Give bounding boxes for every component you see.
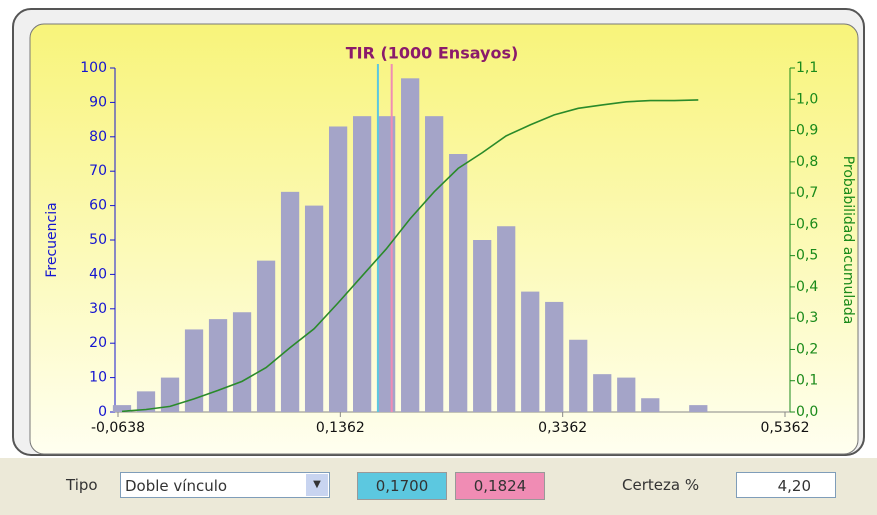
- y2-tick-label: 0,8: [796, 154, 818, 170]
- y-tick-label: 40: [89, 266, 107, 282]
- y2-tick-label: 0,0: [796, 404, 818, 420]
- histogram-bar: [545, 301, 564, 412]
- type-label: Tipo: [66, 476, 98, 494]
- chart-area: TIR (1000 Ensayos) Frecuencia Probabilid…: [0, 0, 877, 458]
- plot-panel: [29, 23, 859, 455]
- histogram-bar: [569, 339, 588, 412]
- histogram-bar: [328, 126, 348, 412]
- y2-axis-title: Probabilidad acumulada: [840, 156, 856, 325]
- y-axis-title: Frecuencia: [44, 202, 60, 277]
- y-tick-label: 100: [80, 60, 107, 76]
- histogram-bar: [352, 116, 372, 412]
- chart: TIR (1000 Ensayos) Frecuencia Probabilid…: [12, 8, 865, 456]
- x-tick-label: 0,5362: [761, 420, 810, 436]
- dropdown-arrow[interactable]: ▼: [306, 474, 328, 496]
- histogram-bar: [401, 78, 420, 412]
- histogram-bar: [521, 291, 540, 412]
- chart-title: TIR (1000 Ensayos): [346, 44, 519, 63]
- y2-tick-label: 0,4: [796, 279, 818, 295]
- type-select[interactable]: Doble vínculo ▼: [120, 472, 330, 498]
- y-tick-label: 90: [89, 94, 107, 110]
- y2-tick-label: 0,9: [796, 123, 818, 139]
- certainty-input[interactable]: 4,20: [736, 472, 836, 498]
- y-tick-label: 60: [89, 198, 107, 214]
- histogram-bar: [425, 116, 444, 412]
- histogram-bar: [184, 329, 204, 412]
- y-tick-label: 20: [89, 335, 107, 351]
- x-tick-label: 0,1362: [316, 420, 365, 436]
- y-tick-label: 30: [89, 301, 107, 317]
- certainty-label: Certeza %: [622, 476, 700, 494]
- y-tick-label: 0: [98, 404, 107, 420]
- y2-tick-label: 0,3: [796, 310, 818, 326]
- y2-tick-label: 0,7: [796, 185, 818, 201]
- histogram-bar: [160, 377, 180, 412]
- y2-tick-label: 1,0: [796, 91, 818, 107]
- cumulative-line: [121, 99, 699, 413]
- y-tick-label: 10: [89, 370, 107, 386]
- histogram-bar: [280, 191, 300, 412]
- mean-value-box[interactable]: 0,1824: [455, 472, 545, 500]
- y2-tick-label: 0,1: [796, 373, 818, 389]
- histogram-bar: [256, 260, 276, 412]
- y-tick-label: 80: [89, 129, 107, 145]
- x-tick-label: -0,0638: [91, 420, 145, 436]
- y2-tick-label: 0,5: [796, 248, 818, 264]
- histogram-bar: [593, 374, 612, 412]
- x-tick-label: 0,3362: [538, 420, 587, 436]
- y2-tick-label: 0,2: [796, 341, 818, 357]
- histogram-bar: [208, 319, 228, 412]
- type-value: Doble vínculo: [125, 477, 228, 495]
- y-tick-label: 50: [89, 232, 107, 248]
- histogram-bar: [497, 226, 516, 412]
- histogram-bar: [304, 205, 324, 412]
- histogram-bar: [449, 154, 468, 412]
- y2-tick-label: 0,6: [796, 216, 818, 232]
- histogram-bar: [689, 405, 708, 412]
- y2-tick-label: 1,1: [796, 60, 818, 76]
- histogram-bar: [641, 398, 660, 412]
- histogram-bar: [232, 312, 252, 412]
- base-value-box[interactable]: 0,1700: [357, 472, 447, 500]
- y-tick-label: 70: [89, 163, 107, 179]
- histogram-bar: [112, 405, 132, 412]
- histogram-bar: [617, 377, 636, 412]
- histogram-bar: [473, 240, 492, 412]
- histogram-bar: [136, 391, 156, 412]
